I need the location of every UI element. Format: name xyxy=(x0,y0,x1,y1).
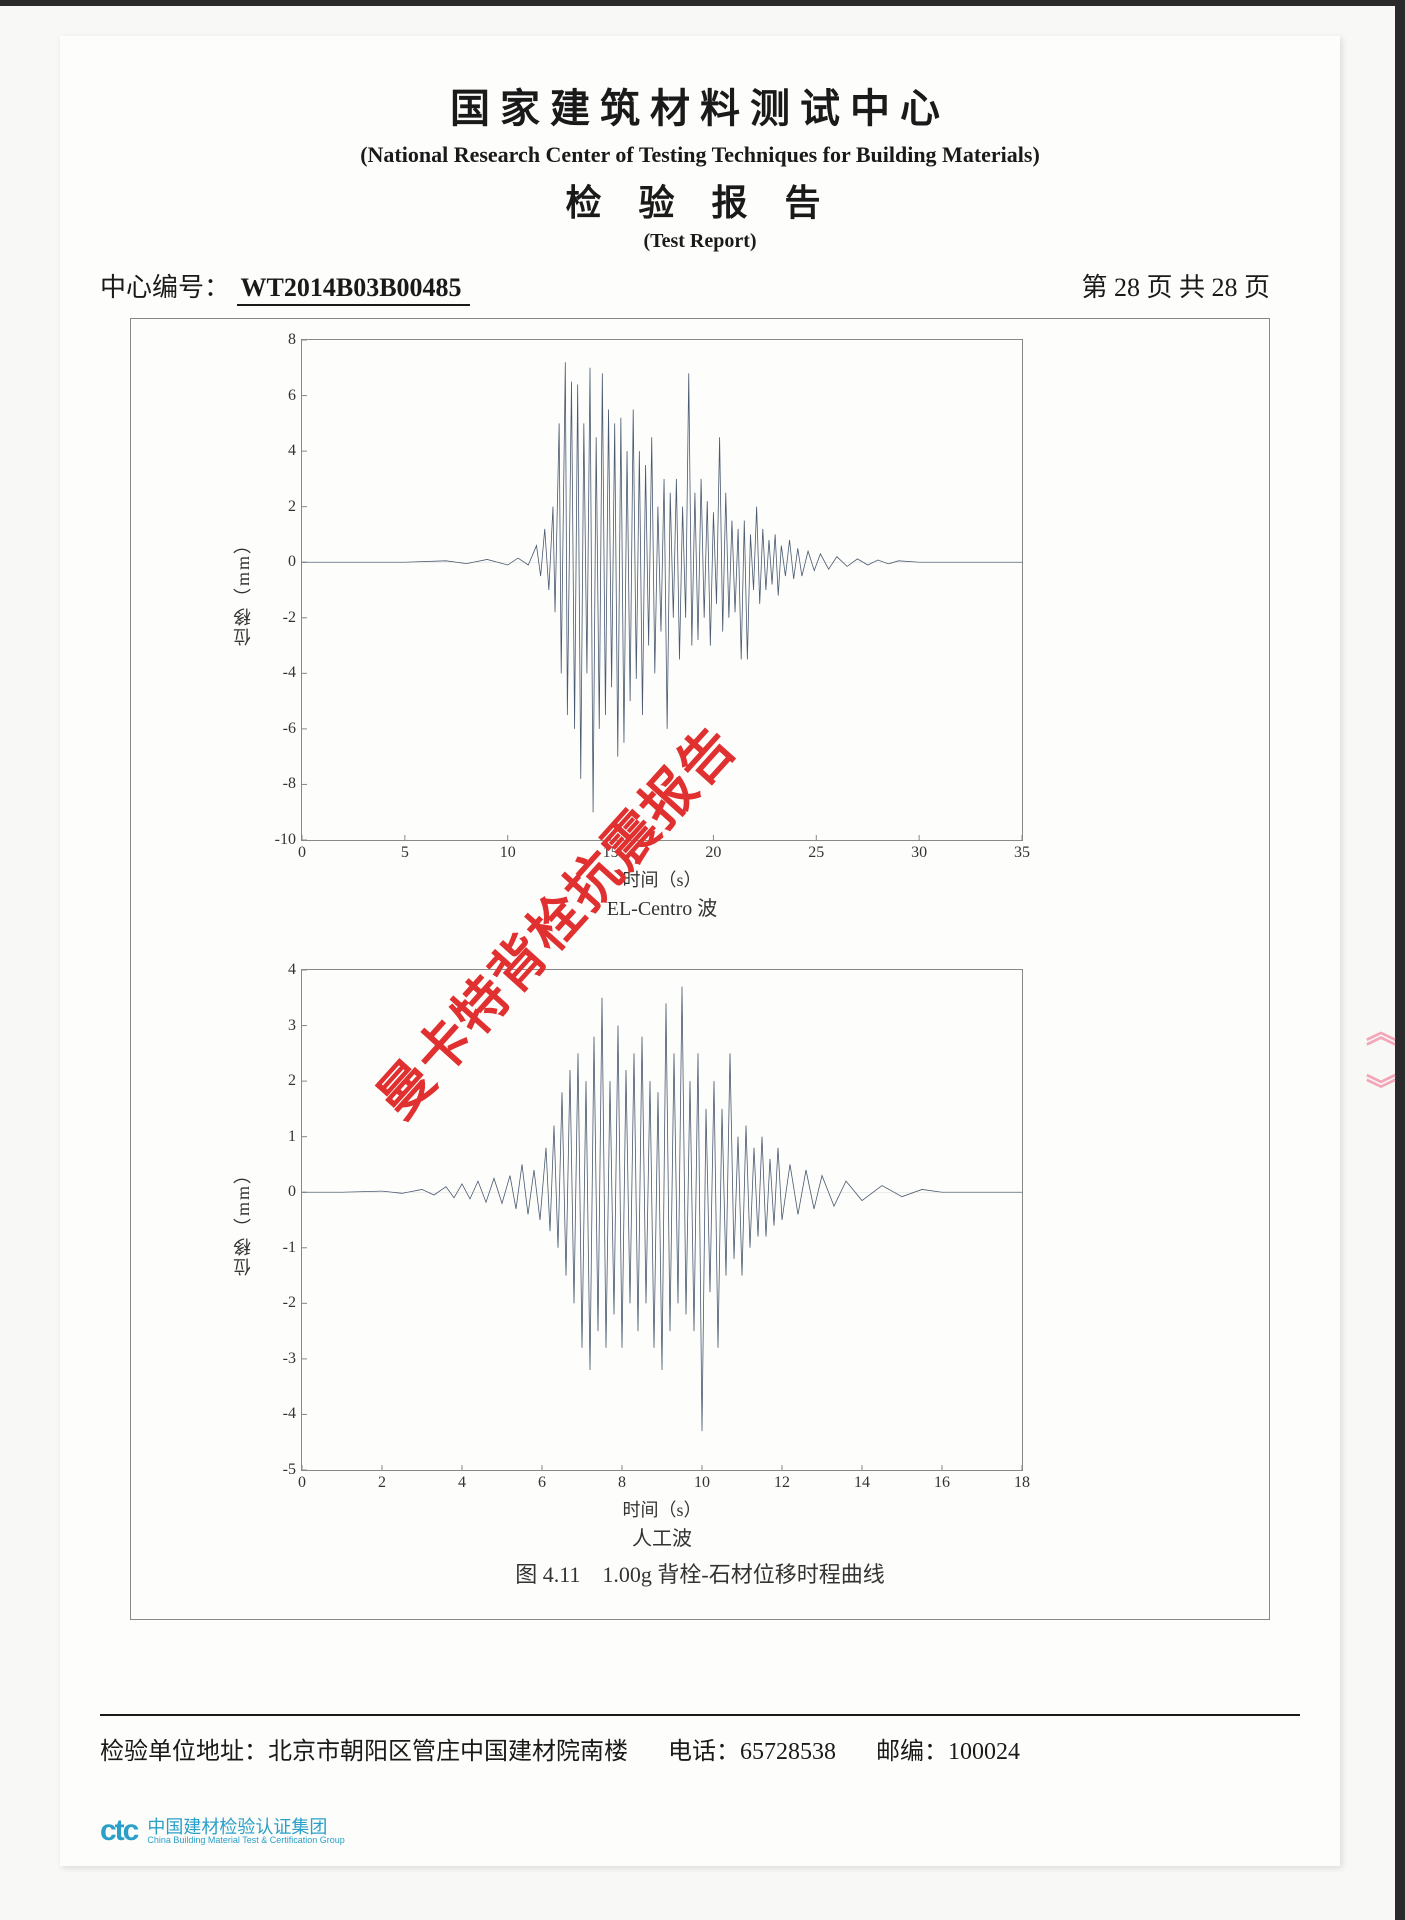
chart2-subtitle: 人工波 xyxy=(632,1470,692,1551)
footer-addr: 检验单位地址：北京市朝阳区管庄中国建材院南楼 xyxy=(100,1731,628,1766)
footer-row: 检验单位地址：北京市朝阳区管庄中国建材院南楼 电话：65728538 邮编：10… xyxy=(100,1731,1300,1766)
org-name-cn: 国家建筑材料测试中心 xyxy=(60,76,1340,134)
chart2-waveform xyxy=(302,970,1022,1470)
paper-sheet: 国家建筑材料测试中心 (National Research Center of … xyxy=(60,36,1340,1866)
footer-tel: 电话：65728538 xyxy=(668,1731,836,1766)
ctc-logo-icon: ctc xyxy=(100,1814,137,1848)
right-edge-marks: ︽ ︾ xyxy=(1355,1016,1399,1114)
chart1-waveform xyxy=(302,340,1022,840)
report-title-cn: 检 验 报 告 xyxy=(60,174,1340,226)
page: ︽ ︾ 国家建筑材料测试中心 (National Research Center… xyxy=(0,0,1405,1920)
figure-caption: 图 4.11 1.00g 背栓-石材位移时程曲线 xyxy=(131,1557,1269,1589)
logo-en: China Building Material Test & Certifica… xyxy=(147,1836,344,1845)
chart-artificial: 位移（mm） 时间（s） 人工波 -5-4-3-2-10123402468101… xyxy=(301,969,1023,1471)
footer-zip: 邮编：100024 xyxy=(876,1731,1020,1766)
chart1-axes: 位移（mm） 时间（s） EL-Centro 波 -10-8-6-4-20246… xyxy=(301,339,1023,841)
logo-cn: 中国建材检验认证集团 xyxy=(147,1818,344,1836)
meta-row: 中心编号： WT2014B03B00485 第 28 页 共 28 页 xyxy=(60,253,1340,304)
report-title-en: (Test Report) xyxy=(60,230,1340,253)
chart1-ylabel: 位移（mm） xyxy=(230,534,256,646)
chart1-subtitle: EL-Centro 波 xyxy=(607,840,718,921)
chart-elcentro: 位移（mm） 时间（s） EL-Centro 波 -10-8-6-4-20246… xyxy=(301,339,1023,841)
chart2-ylabel: 位移（mm） xyxy=(230,1164,256,1276)
logo-block: ctc 中国建材检验认证集团 China Building Material T… xyxy=(100,1814,345,1848)
charts-frame: 位移（mm） 时间（s） EL-Centro 波 -10-8-6-4-20246… xyxy=(130,318,1270,1620)
serial-label: 中心编号： xyxy=(100,273,230,302)
serial-value: WT2014B03B00485 xyxy=(237,273,470,306)
serial-block: 中心编号： WT2014B03B00485 xyxy=(100,267,470,304)
org-name-en: (National Research Center of Testing Tec… xyxy=(60,142,1340,168)
chart2-axes: 位移（mm） 时间（s） 人工波 -5-4-3-2-10123402468101… xyxy=(301,969,1023,1471)
report-header: 国家建筑材料测试中心 (National Research Center of … xyxy=(60,36,1340,253)
page-number: 第 28 页 共 28 页 xyxy=(1081,267,1270,304)
footer-separator xyxy=(100,1714,1300,1716)
